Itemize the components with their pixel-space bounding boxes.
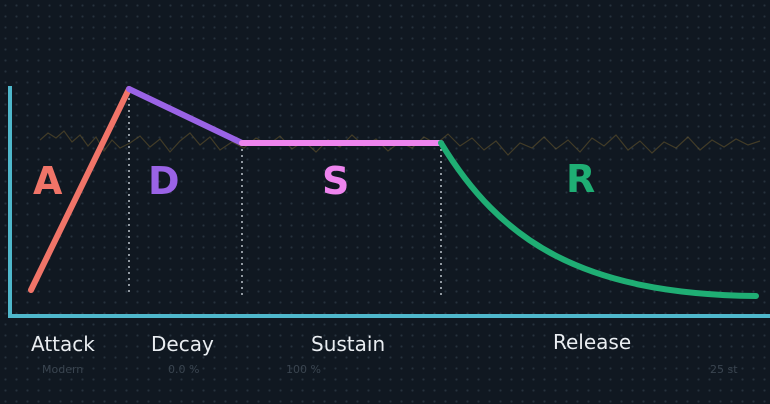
attack-label: Attack: [31, 332, 95, 356]
decay-label: Decay: [151, 332, 214, 356]
release-letter: R: [566, 157, 596, 201]
attack-segment: [28, 86, 132, 293]
faded-percent-control-1: 0.0 %: [168, 363, 200, 376]
decay-segment: [126, 86, 245, 146]
decay-letter: D: [148, 159, 180, 203]
faded-semitone-control: 25 st: [710, 363, 738, 376]
attack-letter: A: [33, 159, 63, 203]
sustain-label: Sustain: [311, 332, 386, 356]
faded-mode-control: Modern: [42, 363, 84, 376]
sustain-letter: S: [322, 159, 350, 203]
faded-percent-control-2: 100 %: [286, 363, 321, 376]
release-segment: [438, 140, 759, 299]
release-label: Release: [553, 330, 632, 354]
